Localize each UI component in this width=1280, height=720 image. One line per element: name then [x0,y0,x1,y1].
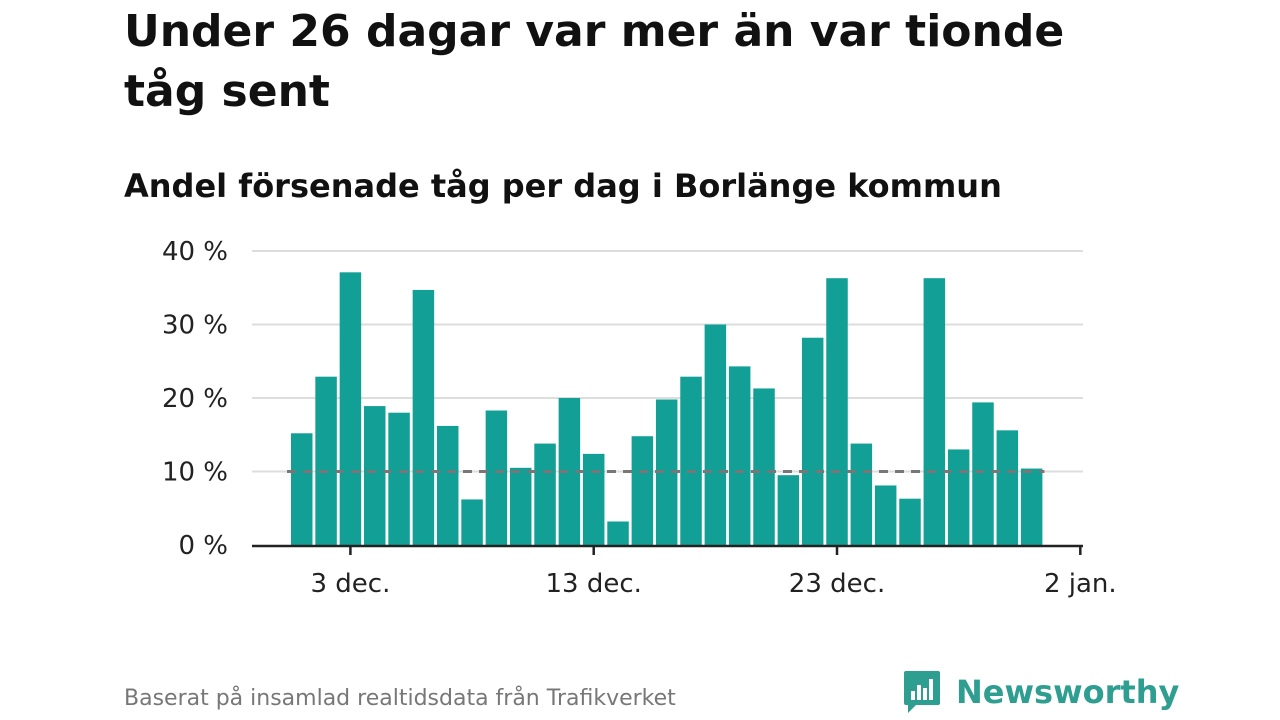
y-axis-labels: 0 % 10 % 20 % 30 % 40 % [162,237,228,561]
bar [826,278,848,545]
bar [534,443,556,545]
bar [704,324,727,545]
bar [874,485,897,545]
y-tick-label: 20 % [162,384,228,414]
x-tick-label: 13 dec. [545,569,641,599]
x-tick-label: 2 jan. [1044,569,1117,599]
newsworthy-logo-icon [904,671,940,713]
x-axis [252,544,1083,555]
y-tick-label: 40 % [162,237,228,267]
bar [947,449,970,545]
chart-title: Under 26 dagar var mer än var tionde tåg… [124,6,1065,117]
bar [315,376,337,545]
x-axis-labels: 3 dec. 13 dec. 23 dec. 2 jan. [310,569,1116,599]
bar [388,412,410,545]
brand-logo[interactable]: Newsworthy [902,670,1179,714]
bar [558,398,581,545]
bar [631,436,654,545]
bar [728,366,751,545]
y-tick-label: 30 % [162,311,228,341]
bar [850,443,873,545]
bar [412,289,435,545]
y-tick-label: 10 % [162,458,228,488]
brand-name: Newsworthy [956,673,1180,711]
bars [291,272,1043,545]
bar [777,475,800,545]
bar [996,430,1019,545]
bar [291,433,313,545]
bar [655,399,678,545]
x-tick-label: 3 dec. [310,569,390,599]
bar [339,272,362,545]
bar [899,498,921,545]
bar [485,410,508,545]
chart-subtitle: Andel försenade tåg per dag i Borlänge k… [124,167,1002,205]
source-note: Baserat på insamlad realtidsdata från Tr… [124,686,676,711]
bar [436,425,459,545]
bar [972,402,994,545]
bar [753,388,775,545]
bar [801,337,824,545]
bar [680,376,702,545]
x-tick-label: 23 dec. [789,569,885,599]
bar [363,406,386,545]
bar [607,521,629,545]
bar [923,278,946,545]
y-tick-label: 0 % [178,531,228,561]
bar [582,453,605,545]
bar [461,499,483,545]
bar [1020,468,1043,545]
bar [509,467,532,545]
